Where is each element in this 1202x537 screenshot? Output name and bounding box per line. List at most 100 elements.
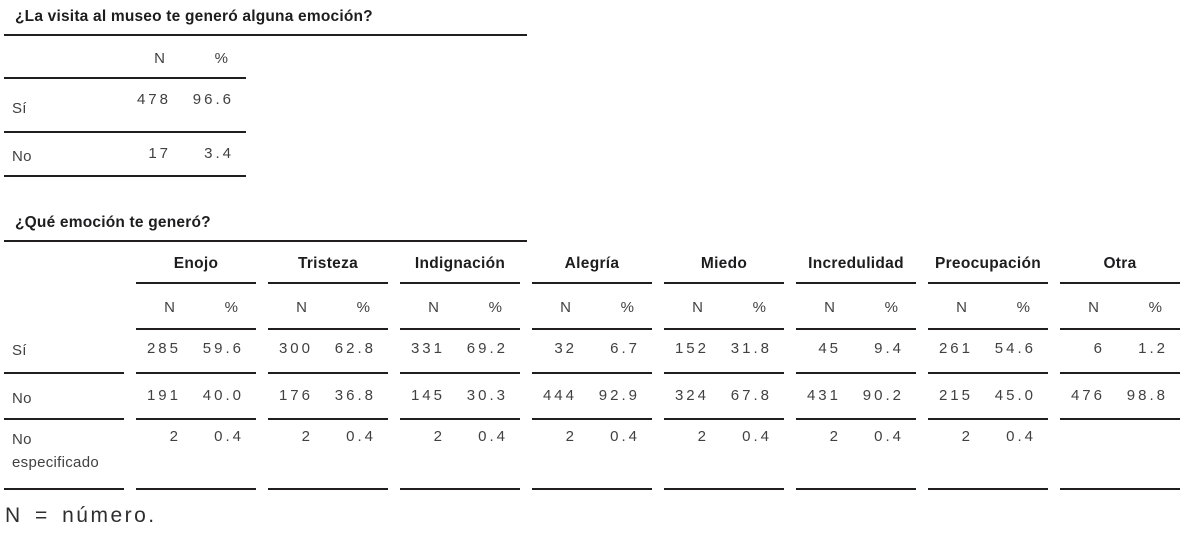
row-label-spacer xyxy=(4,283,124,329)
column-gap xyxy=(124,242,136,283)
column-gap xyxy=(784,419,796,489)
column-gap xyxy=(784,242,796,283)
column-header: N xyxy=(268,283,325,330)
column-gap xyxy=(520,329,532,373)
value-cell: 90.2 xyxy=(853,373,916,420)
column-header: % xyxy=(325,283,388,330)
column-gap xyxy=(520,373,532,419)
value-cell: 96.6 xyxy=(183,78,246,133)
column-gap xyxy=(388,329,400,373)
value-cell: 40.0 xyxy=(193,373,256,420)
value-cell: 331 xyxy=(400,329,457,374)
column-gap xyxy=(256,419,268,489)
column-gap xyxy=(520,242,532,283)
column-gap xyxy=(652,373,664,419)
row-label: Sí xyxy=(4,329,124,374)
column-gap xyxy=(652,283,664,329)
value-cell: 98.8 xyxy=(1117,373,1180,420)
column-header: % xyxy=(985,283,1048,330)
column-gap xyxy=(1048,419,1060,489)
value-cell: 431 xyxy=(796,373,853,420)
column-gap xyxy=(784,283,796,329)
column-header: N xyxy=(1060,283,1117,330)
value-cell: 324 xyxy=(664,373,721,420)
column-header: N xyxy=(796,283,853,330)
column-gap xyxy=(256,329,268,373)
question2-title: ¿Qué emoción te generó? xyxy=(15,214,211,231)
value-cell: 1.2 xyxy=(1117,329,1180,374)
value-cell: 0.4 xyxy=(589,419,652,490)
column-header: N xyxy=(400,283,457,330)
question2-table: Enojo Tristeza Indignación Alegría Miedo Incr… xyxy=(4,242,1180,490)
row-label: No especificado xyxy=(4,419,124,490)
column-gap xyxy=(916,419,928,489)
column-gap xyxy=(256,283,268,329)
column-gap xyxy=(1048,283,1060,329)
column-gap xyxy=(652,242,664,283)
value-cell: 62.8 xyxy=(325,329,388,374)
value-cell: 2 xyxy=(532,419,589,490)
column-gap xyxy=(784,373,796,419)
value-cell: 0.4 xyxy=(325,419,388,490)
column-header: % xyxy=(183,36,246,79)
row-label-spacer xyxy=(4,36,124,79)
column-gap xyxy=(916,373,928,419)
value-cell: 476 xyxy=(1060,373,1117,420)
value-cell: 0.4 xyxy=(985,419,1048,490)
column-gap xyxy=(1048,329,1060,373)
value-cell: 300 xyxy=(268,329,325,374)
question1-title-rule xyxy=(4,34,527,36)
column-header: % xyxy=(853,283,916,330)
column-header: N xyxy=(124,36,183,79)
column-header: N xyxy=(532,283,589,330)
value-cell xyxy=(1060,419,1117,490)
value-cell: 2 xyxy=(928,419,985,490)
column-gap xyxy=(256,373,268,419)
value-cell: 6.7 xyxy=(589,329,652,374)
value-cell: 152 xyxy=(664,329,721,374)
group-header: Tristeza xyxy=(268,242,388,284)
row-label-spacer xyxy=(4,242,124,283)
question1-table: N% Sí 478 96.6 No 17 3.4 xyxy=(4,36,246,177)
column-gap xyxy=(916,283,928,329)
group-header: Preocupación xyxy=(928,242,1048,284)
value-cell: 261 xyxy=(928,329,985,374)
value-cell: 2 xyxy=(796,419,853,490)
column-gap xyxy=(520,283,532,329)
column-header: % xyxy=(721,283,784,330)
value-cell: 191 xyxy=(136,373,193,420)
value-cell: 0.4 xyxy=(721,419,784,490)
value-cell: 45 xyxy=(796,329,853,374)
group-header: Miedo xyxy=(664,242,784,284)
column-gap xyxy=(652,419,664,489)
column-gap xyxy=(388,373,400,419)
row-label: Sí xyxy=(4,78,124,133)
value-cell: 285 xyxy=(136,329,193,374)
column-gap xyxy=(652,329,664,373)
column-gap xyxy=(520,419,532,489)
column-gap xyxy=(916,329,928,373)
value-cell: 2 xyxy=(136,419,193,490)
value-cell: 444 xyxy=(532,373,589,420)
column-gap xyxy=(388,242,400,283)
value-cell: 9.4 xyxy=(853,329,916,374)
value-cell: 215 xyxy=(928,373,985,420)
value-cell: 2 xyxy=(664,419,721,490)
question1-section: ¿La visita al museo te generó alguna emo… xyxy=(4,6,1202,177)
n-definition-note: N = número. xyxy=(5,504,157,527)
value-cell: 176 xyxy=(268,373,325,420)
value-cell: 30.3 xyxy=(457,373,520,420)
column-gap xyxy=(388,283,400,329)
value-cell: 69.2 xyxy=(457,329,520,374)
value-cell: 54.6 xyxy=(985,329,1048,374)
group-header: Indignación xyxy=(400,242,520,284)
value-cell: 6 xyxy=(1060,329,1117,374)
value-cell: 45.0 xyxy=(985,373,1048,420)
group-header: Enojo xyxy=(136,242,256,284)
column-gap xyxy=(916,242,928,283)
column-header: N xyxy=(928,283,985,330)
column-gap xyxy=(124,419,136,489)
column-header: % xyxy=(1117,283,1180,330)
value-cell: 2 xyxy=(268,419,325,490)
